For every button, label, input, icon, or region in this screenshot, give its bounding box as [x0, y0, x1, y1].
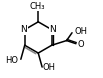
Text: OH: OH [43, 63, 56, 72]
Text: N: N [21, 25, 27, 34]
Text: O: O [78, 40, 84, 49]
Text: OH: OH [75, 27, 88, 37]
Text: N: N [49, 25, 56, 34]
Text: CH₃: CH₃ [30, 2, 45, 11]
Text: HO: HO [5, 56, 18, 65]
